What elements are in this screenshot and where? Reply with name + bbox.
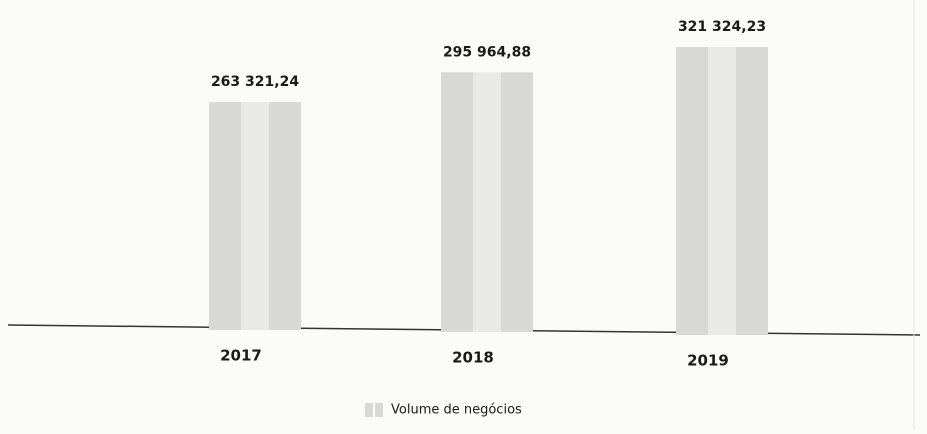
value-label: 263 321,24	[211, 74, 299, 90]
bar	[441, 72, 533, 332]
value-label: 321 324,23	[678, 19, 766, 35]
value-label: 295 964,88	[443, 44, 531, 60]
x-tick-label: 2017	[220, 347, 262, 365]
bar-shade	[473, 72, 501, 332]
legend-swatch-shade	[375, 403, 383, 417]
bar-shade	[241, 102, 269, 330]
bar	[209, 102, 301, 330]
x-tick-label: 2019	[687, 352, 729, 370]
bar-shade	[708, 47, 736, 335]
legend-label: Volume de negócios	[391, 403, 522, 418]
x-tick-label: 2018	[452, 349, 494, 367]
legend-swatch	[365, 403, 373, 417]
bar	[676, 47, 768, 335]
